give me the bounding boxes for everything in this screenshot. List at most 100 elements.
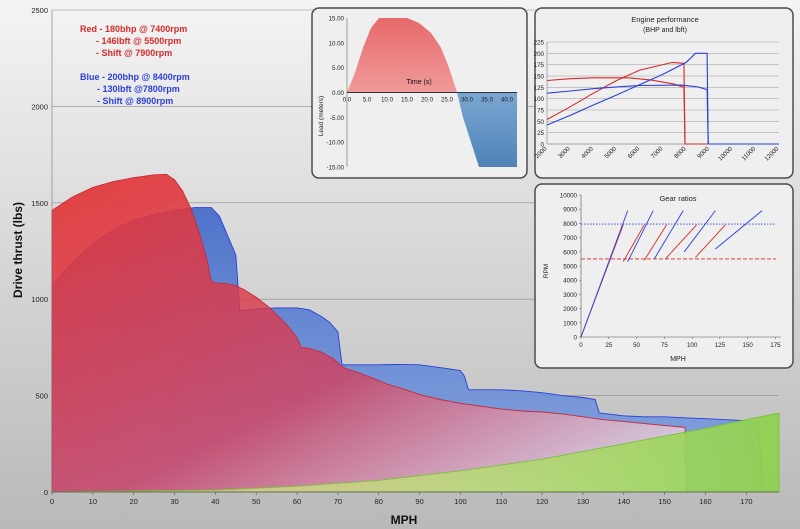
gear-x-tick-label: 75 <box>661 342 668 349</box>
engine-y-tick-label: 200 <box>534 51 545 58</box>
lead-x-tick-label: 40.0 <box>501 97 514 104</box>
blue-note-line-1: Blue - 200bhp @ 8400rpm <box>80 72 190 82</box>
main-x-tick-label: 20 <box>130 497 138 506</box>
main-x-tick-label: 60 <box>293 497 301 506</box>
engine-y-tick-label: 25 <box>537 130 544 137</box>
gear-plot: 0 1000 2000 3000 4000 5000 6000 7000 8000 9000 100… <box>560 193 781 350</box>
main-x-tick-label: 30 <box>170 497 178 506</box>
gear-title: Gear ratios <box>659 194 696 203</box>
main-y-tick-label: 1500 <box>31 199 48 208</box>
lead-x-axis-label: Time (s) <box>406 79 431 86</box>
red-note-line-1: Red - 180bhp @ 7400rpm <box>80 24 187 34</box>
lead-x-tick-label: 15.0 <box>401 97 414 104</box>
engine-y-tick-label: 75 <box>537 108 544 115</box>
gear-x-axis-label: MPH <box>670 356 686 363</box>
engine-y-tick-label: 175 <box>534 62 545 69</box>
gear-y-tick-label: 3000 <box>563 292 577 299</box>
engine-title: Engine performance <box>631 15 699 24</box>
lead-y-tick-label: 0.00 <box>332 90 345 97</box>
gear-x-tick-label: 175 <box>770 342 781 349</box>
main-x-tick-label: 130 <box>577 497 590 506</box>
lead-x-tick-label: 5.0 <box>363 97 372 104</box>
gear-y-axis-label: RPM <box>543 264 550 278</box>
red-gear-line <box>622 224 645 262</box>
main-y-tick-label: 1000 <box>31 295 48 304</box>
main-y-tick-label: 500 <box>35 392 48 401</box>
main-x-tick-label: 40 <box>211 497 219 506</box>
red-note-line-3: - Shift @ 7900rpm <box>96 48 172 58</box>
main-x-tick-label: 120 <box>536 497 549 506</box>
gear-y-tick-label: 2000 <box>563 306 577 313</box>
gear-x-tick-label: 150 <box>743 342 754 349</box>
engine-y-tick-label: 100 <box>534 96 545 103</box>
lead-x-tick-label: 0.0 <box>343 97 352 104</box>
blue-gear-line <box>627 210 654 262</box>
lead-time-inset: 15.00 10.00 5.00 0.00 -5.00 -10.00 -15.00 0.0 5.… <box>311 7 528 179</box>
engine-panel <box>534 7 794 179</box>
main-x-tick-label: 0 <box>50 497 54 506</box>
blue-gear-line <box>653 210 684 260</box>
lead-y-tick-label: 10.00 <box>329 40 345 47</box>
engine-performance-inset: Engine performance (BHP and lbft) 0 25 50 7… <box>534 7 794 179</box>
gear-y-tick-label: 10000 <box>560 193 578 200</box>
lead-time-plot: 15.00 10.00 5.00 0.00 -5.00 -10.00 -15.00 0.0 5.… <box>326 16 517 172</box>
main-x-tick-label: 70 <box>334 497 342 506</box>
gear-y-tick-label: 7000 <box>563 235 577 242</box>
blue-note-line-3: - Shift @ 8900rpm <box>97 96 173 106</box>
engine-y-tick-label: 225 <box>534 40 545 47</box>
engine-subtitle: (BHP and lbft) <box>643 27 687 34</box>
gear-y-tick-label: 5000 <box>563 264 577 271</box>
main-y-tick-label: 0 <box>44 488 48 497</box>
red-engine-curve <box>546 61 686 145</box>
gear-y-tick-label: 6000 <box>563 249 577 256</box>
blue-lead-area <box>457 92 517 167</box>
red-gear-line <box>695 224 726 258</box>
lead-y-tick-label: 15.00 <box>329 16 345 23</box>
blue-note-line-2: - 130lbft @7800rpm <box>97 84 180 94</box>
gear-y-tick-label: 9000 <box>563 207 577 214</box>
lead-y-tick-label: -5.00 <box>330 115 345 122</box>
main-x-tick-label: 160 <box>699 497 712 506</box>
lead-y-tick-label: -15.00 <box>326 165 344 172</box>
red-gear-line <box>643 224 667 261</box>
x-axis-label: MPH <box>391 513 418 527</box>
red-note-line-2: - 146lbft @ 5500rpm <box>96 36 181 46</box>
gear-y-tick-label: 4000 <box>563 278 577 285</box>
red-lead-area <box>347 18 457 93</box>
blue-gear-line <box>683 210 716 253</box>
gear-y-tick-label: 1000 <box>563 320 577 327</box>
engine-y-tick-label: 0 <box>541 142 545 149</box>
lead-x-tick-label: 25.0 <box>441 97 454 104</box>
main-x-tick-label: 140 <box>618 497 631 506</box>
main-x-tick-label: 10 <box>89 497 97 506</box>
lead-x-tick-label: 30.0 <box>461 97 474 104</box>
gear-x-tick-label: 125 <box>715 342 726 349</box>
engine-y-tick-label: 125 <box>534 85 545 92</box>
lead-x-tick-label: 10.0 <box>381 97 394 104</box>
lead-x-tick-label: 35.0 <box>481 97 494 104</box>
engine-y-tick-label: 150 <box>534 74 545 81</box>
blue-notes: Blue - 200bhp @ 8400rpm - 130lbft @7800r… <box>80 72 190 106</box>
blue-engine-curve <box>546 52 709 145</box>
blue-gear-line <box>580 210 629 338</box>
gear-ratios-inset: Gear ratios 0 1000 2000 3000 4000 5000 6000 700… <box>534 183 794 369</box>
lead-x-tick-label: 20.0 <box>421 97 434 104</box>
red-thrust-area <box>51 173 687 493</box>
gear-x-tick-label: 0 <box>579 342 583 349</box>
gear-x-tick-label: 50 <box>633 342 640 349</box>
main-x-tick-label: 100 <box>454 497 467 506</box>
blue-gear-line <box>715 210 763 250</box>
gear-y-tick-label: 0 <box>574 335 578 342</box>
main-x-tick-label: 50 <box>252 497 260 506</box>
gear-y-tick-label: 8000 <box>563 221 577 228</box>
lead-y-tick-label: -10.00 <box>326 140 344 147</box>
main-x-tick-label: 170 <box>740 497 753 506</box>
gear-x-tick-label: 25 <box>605 342 612 349</box>
main-y-tick-label: 2500 <box>31 6 48 15</box>
y-axis-label: Drive thrust (lbs) <box>11 202 25 298</box>
main-areas <box>51 173 780 493</box>
main-x-tick-label: 110 <box>495 497 507 506</box>
red-notes: Red - 180bhp @ 7400rpm - 146lbft @ 5500r… <box>80 24 187 58</box>
main-x-tick-label: 80 <box>375 497 383 506</box>
